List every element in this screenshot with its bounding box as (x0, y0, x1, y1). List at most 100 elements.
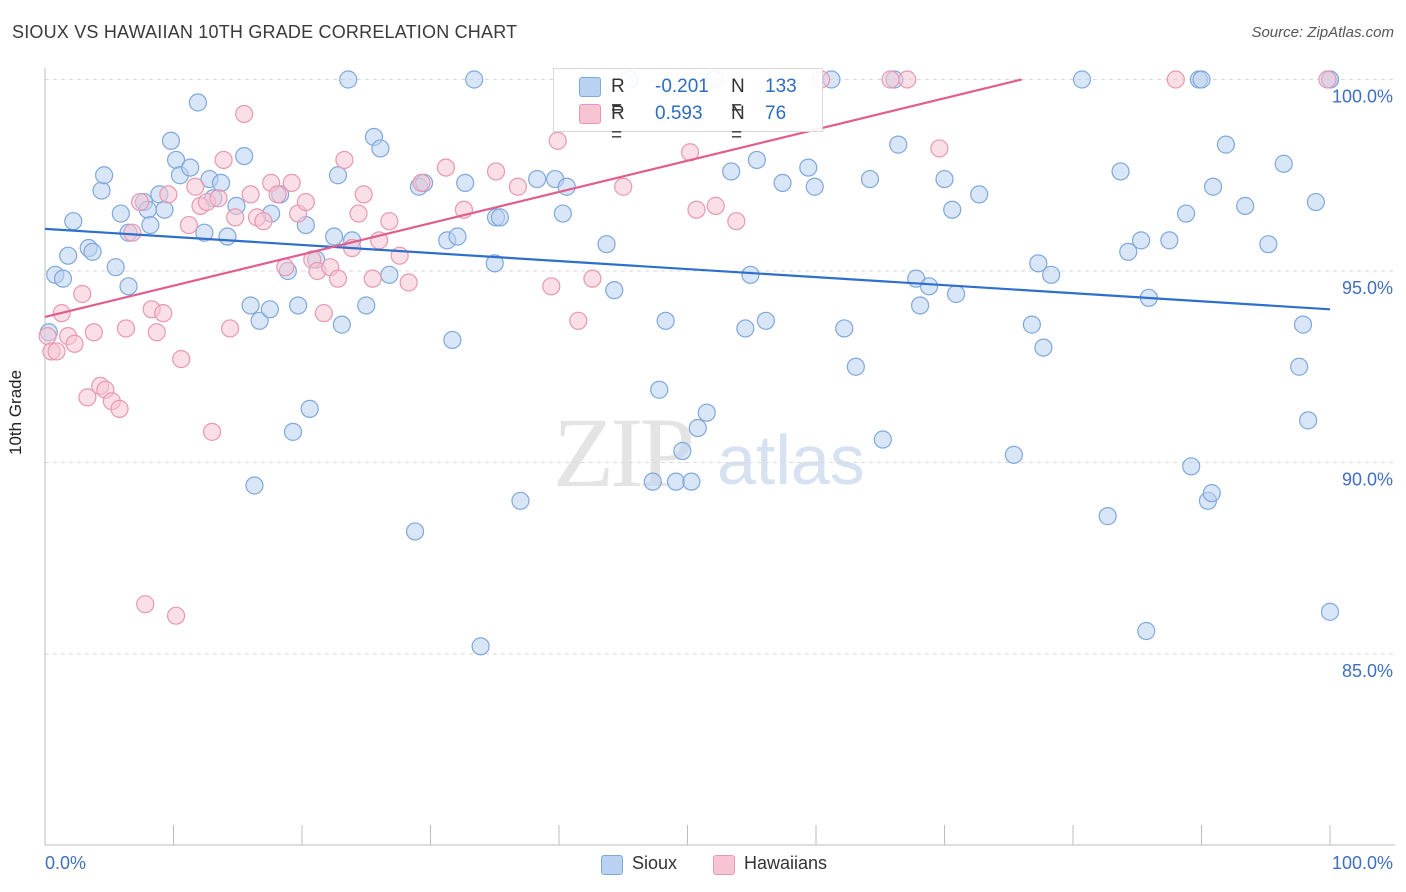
hawaiian-point (47, 342, 66, 361)
sioux-point (1042, 265, 1061, 284)
sioux-point (528, 169, 547, 189)
sioux-point (1132, 231, 1151, 250)
sioux-n-label: N = (731, 76, 745, 119)
hawaiian-point (154, 304, 173, 323)
sioux-point (357, 296, 376, 315)
sioux-point (919, 277, 939, 296)
sioux-point (682, 472, 701, 491)
sioux-point (289, 296, 308, 315)
hawaiian-point (614, 177, 633, 196)
sioux-point (835, 319, 854, 338)
hawaiian-point (172, 349, 191, 369)
sioux-point (53, 269, 73, 288)
hawaiian-point (38, 327, 57, 346)
sioux-point (1274, 154, 1293, 173)
hawaiian-point (84, 323, 103, 342)
sioux-point (300, 399, 319, 418)
sioux-point (443, 330, 462, 350)
sioux-point (1004, 445, 1023, 464)
sioux-point (111, 204, 130, 223)
sioux-point (597, 235, 616, 254)
sioux-point (773, 173, 792, 193)
sioux-point (405, 522, 425, 541)
hawaiian-point (220, 319, 240, 338)
sioux-point (471, 637, 490, 656)
sioux-point (155, 200, 174, 219)
hawaiian-point (930, 139, 949, 158)
hawaiian-point (412, 173, 431, 193)
sioux-point (1202, 484, 1221, 503)
hawaiian-point (276, 258, 295, 277)
sioux-point (83, 242, 102, 261)
sioux-point (64, 212, 83, 231)
hawaiian-point (354, 185, 373, 204)
sioux-point (490, 208, 509, 227)
sioux-point (1236, 196, 1255, 215)
hawaiian-point (727, 212, 746, 231)
hawaiian-point (687, 200, 706, 219)
sioux-point (1203, 177, 1223, 196)
hawaiians-n-label: N = (731, 103, 745, 146)
sioux-point (605, 281, 624, 300)
watermark-atlas: atlas (717, 421, 865, 499)
hawaiian-point (706, 196, 725, 215)
sioux-point (1293, 315, 1313, 334)
sioux-point (722, 162, 741, 181)
sioux-point (946, 284, 966, 304)
hawaiians-swatch (579, 104, 601, 124)
hawaiians-r-value: 0.593 (655, 103, 703, 124)
sioux-point (188, 93, 208, 112)
sioux-point (1111, 162, 1130, 181)
hawaiian-point (486, 162, 506, 181)
sioux-legend-label: Sioux (632, 853, 678, 873)
hawaiian-point (363, 269, 382, 288)
sioux-point (195, 223, 214, 242)
sioux-point (260, 300, 279, 319)
sioux-point (697, 403, 716, 422)
sioux-point (1137, 621, 1156, 641)
x-tick-label: 100.0% (1332, 853, 1393, 873)
sioux-point (756, 311, 775, 330)
sioux-point (283, 422, 303, 441)
sioux-point (371, 139, 390, 158)
hawaiian-point (136, 595, 155, 614)
sioux-point (1299, 411, 1318, 430)
hawaiian-point (116, 319, 136, 338)
hawaiian-point (202, 422, 222, 441)
hawaiian-point (123, 223, 142, 242)
y-tick-label: 90.0% (1342, 470, 1393, 490)
sioux-point (250, 311, 269, 330)
sioux-point (943, 200, 962, 219)
sioux-point (1306, 192, 1325, 212)
sioux-point (688, 418, 707, 438)
correlation-legend: R = -0.201 N = 133 R = 0.593 N = 76 (553, 68, 823, 146)
sioux-point (1072, 70, 1092, 89)
sioux-swatch (579, 77, 601, 97)
hawaiian-point (147, 323, 166, 342)
hawaiian-point (569, 311, 588, 330)
sioux-point (380, 265, 399, 284)
hawaiian-point (542, 277, 561, 296)
sioux-point (643, 472, 662, 491)
sioux-trend-line (44, 227, 1331, 311)
sioux-point (181, 158, 200, 177)
sioux-point (92, 181, 111, 200)
hawaiians-legend-label: Hawaiians (744, 853, 828, 873)
chart-title: SIOUX VS HAWAIIAN 10TH GRADE CORRELATION… (12, 22, 518, 42)
hawaiian-point (881, 70, 900, 89)
sioux-point (325, 227, 344, 246)
sioux-point (245, 476, 264, 495)
hawaiian-point (1318, 70, 1337, 89)
sioux-point (106, 258, 125, 277)
hawaiian-point (583, 269, 602, 288)
sioux-point (448, 227, 467, 246)
sioux-point (1160, 231, 1179, 250)
hawaiian-point (380, 212, 399, 231)
hawaiian-point (214, 150, 233, 170)
sioux-r-value: -0.201 (655, 76, 709, 97)
sioux-point (860, 169, 880, 189)
sioux-point (799, 158, 818, 177)
sioux-point (1034, 338, 1053, 357)
sioux-point (332, 315, 351, 334)
